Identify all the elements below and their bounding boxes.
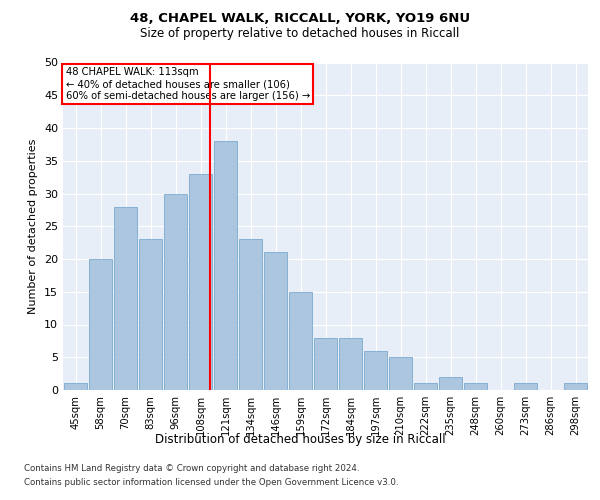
Bar — [263, 252, 287, 390]
Bar — [289, 292, 313, 390]
Text: Distribution of detached houses by size in Riccall: Distribution of detached houses by size … — [155, 432, 445, 446]
Bar — [563, 384, 587, 390]
Bar — [64, 384, 88, 390]
Text: 48 CHAPEL WALK: 113sqm
← 40% of detached houses are smaller (106)
60% of semi-de: 48 CHAPEL WALK: 113sqm ← 40% of detached… — [65, 68, 310, 100]
Bar — [514, 384, 538, 390]
Bar — [439, 377, 463, 390]
Bar — [139, 240, 163, 390]
Y-axis label: Number of detached properties: Number of detached properties — [28, 138, 38, 314]
Bar — [364, 350, 388, 390]
Bar — [214, 141, 238, 390]
Bar — [314, 338, 337, 390]
Bar — [113, 206, 137, 390]
Bar — [89, 259, 112, 390]
Text: Contains HM Land Registry data © Crown copyright and database right 2024.: Contains HM Land Registry data © Crown c… — [24, 464, 359, 473]
Text: Size of property relative to detached houses in Riccall: Size of property relative to detached ho… — [140, 28, 460, 40]
Bar — [188, 174, 212, 390]
Bar — [413, 384, 437, 390]
Bar — [464, 384, 487, 390]
Text: Contains public sector information licensed under the Open Government Licence v3: Contains public sector information licen… — [24, 478, 398, 487]
Bar — [338, 338, 362, 390]
Text: 48, CHAPEL WALK, RICCALL, YORK, YO19 6NU: 48, CHAPEL WALK, RICCALL, YORK, YO19 6NU — [130, 12, 470, 26]
Bar — [239, 240, 262, 390]
Bar — [164, 194, 187, 390]
Bar — [389, 357, 412, 390]
